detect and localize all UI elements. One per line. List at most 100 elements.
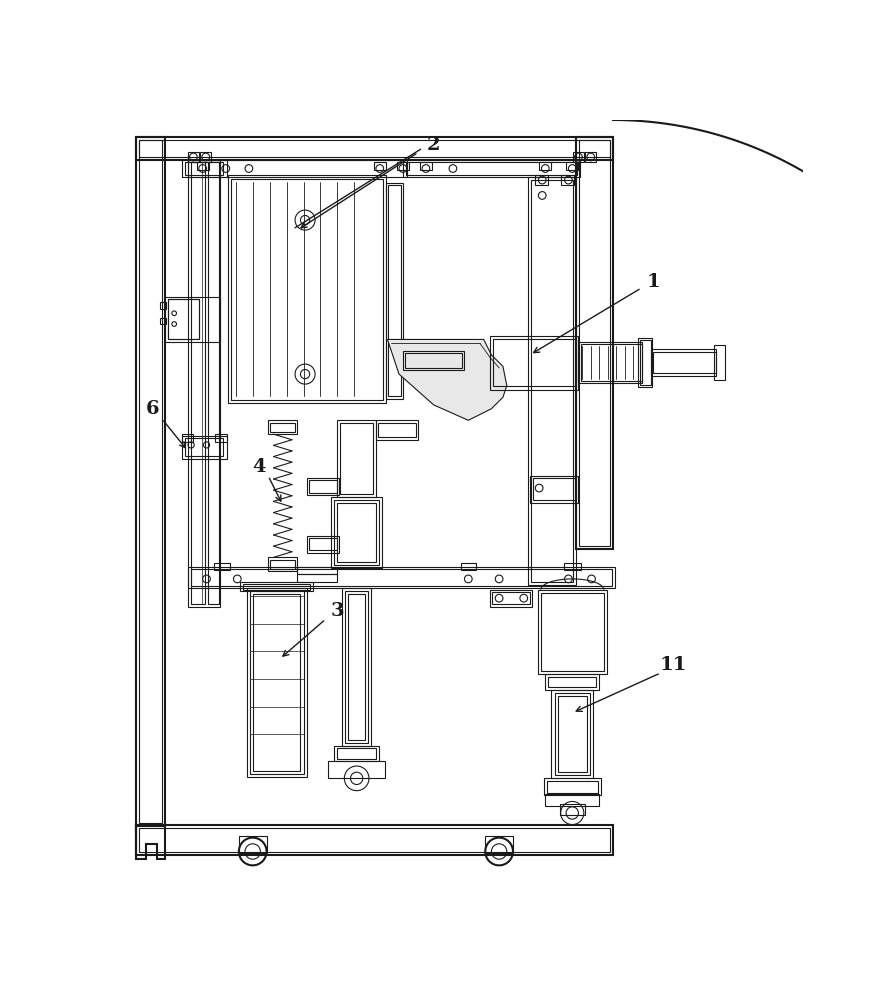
Bar [231,179,383,400]
Bar [307,478,339,495]
Bar [340,423,373,494]
Bar [538,162,551,170]
Text: 4: 4 [252,458,266,476]
Bar [168,299,198,339]
Bar [188,160,407,177]
Bar [557,696,586,772]
Bar [385,183,402,399]
Bar [489,336,578,389]
Bar [181,434,193,442]
Bar [246,588,307,777]
Bar [297,574,337,582]
Bar [388,185,401,396]
Bar [188,567,615,588]
Bar [551,690,593,778]
Bar [639,340,650,385]
Bar [139,140,610,157]
Bar [572,152,583,162]
Bar [345,591,367,743]
Bar [243,584,309,590]
Bar [537,590,606,674]
Bar [188,160,220,607]
Polygon shape [387,339,506,420]
Bar [331,497,382,568]
Bar [164,297,220,342]
Bar [136,137,164,826]
Bar [337,503,375,562]
Text: 2: 2 [426,136,440,154]
Bar [185,162,224,175]
Bar [207,162,219,604]
Bar [396,162,409,170]
Bar [637,338,652,387]
Bar [493,339,575,386]
Bar [402,160,579,177]
Bar [136,825,612,855]
Bar [375,420,417,440]
Bar [419,162,432,170]
Bar [240,582,312,591]
Text: 1: 1 [645,273,659,291]
Bar [373,162,385,170]
Bar [492,592,529,604]
Bar [308,538,336,550]
Bar [270,423,295,432]
Bar [650,349,715,376]
Bar [535,175,547,185]
Bar [653,352,715,373]
Bar [249,591,303,774]
Bar [268,557,297,571]
Bar [191,162,205,604]
Bar [561,175,573,185]
Bar [168,299,198,339]
Bar [489,590,532,607]
Bar [533,478,574,500]
Bar [160,302,166,309]
Bar [252,594,300,771]
Bar [544,794,599,806]
Bar [239,836,266,853]
Bar [580,344,641,381]
Bar [548,677,595,687]
Bar [460,563,476,570]
Bar [270,560,295,569]
Text: 11: 11 [659,656,686,674]
Bar [576,137,612,549]
Bar [713,345,724,380]
Bar [348,594,365,740]
Bar [307,536,339,553]
Bar [378,423,416,437]
Bar [185,438,224,456]
Bar [197,162,208,170]
Bar [200,152,211,162]
Bar [337,420,375,497]
Bar [191,569,611,586]
Bar [554,693,589,775]
Bar [297,567,337,574]
Bar [578,140,610,546]
Bar [160,318,166,324]
Bar [563,563,580,570]
Bar [181,436,226,459]
Bar [560,804,584,815]
Bar [544,674,599,690]
Bar [544,778,600,795]
Text: 3: 3 [330,602,344,620]
Bar [334,500,378,565]
Bar [268,420,297,434]
Bar [402,351,464,370]
Bar [337,748,375,759]
Bar [406,162,577,175]
Bar [228,175,385,403]
Bar [342,588,371,746]
Bar [214,563,230,570]
Bar [546,781,597,793]
Bar [181,160,226,177]
Bar [328,761,384,778]
Bar [308,480,336,493]
Text: 6: 6 [146,400,159,418]
Bar [529,476,577,503]
Bar [188,152,198,162]
Bar [139,140,162,823]
Bar [139,828,610,852]
